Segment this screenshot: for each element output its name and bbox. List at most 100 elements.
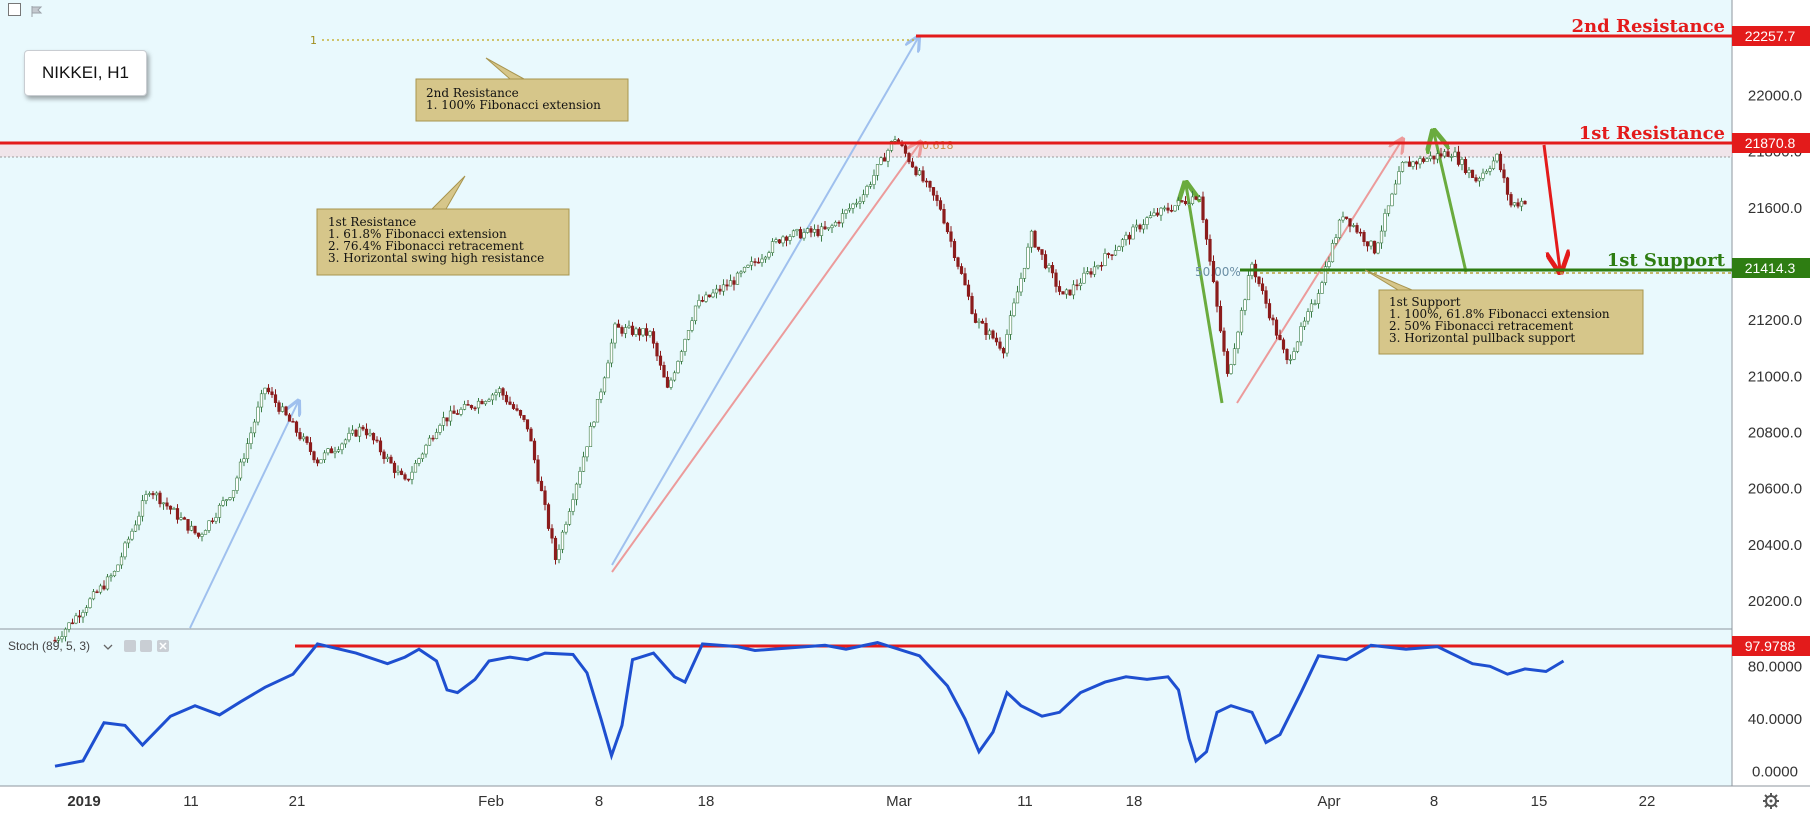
- candle-body: [550, 528, 554, 539]
- candle-body: [1092, 266, 1097, 275]
- projected-arrow-red: [1542, 144, 1560, 270]
- candle-body: [942, 209, 946, 224]
- candle-body: [623, 327, 628, 334]
- candle-body: [1113, 250, 1118, 256]
- candle-body: [802, 232, 806, 239]
- candle-body: [126, 538, 131, 544]
- candle-body: [1134, 224, 1139, 228]
- candle-body: [343, 439, 348, 445]
- stochastic-pane[interactable]: [54, 641, 1732, 768]
- candle-body: [266, 387, 271, 393]
- candle-body: [329, 448, 334, 454]
- candle-body: [312, 451, 316, 461]
- candle-body: [403, 474, 407, 480]
- candle-body: [1477, 177, 1482, 182]
- stoch-legend[interactable]: Stoch (89, 5, 3): [8, 639, 169, 653]
- candle-body: [242, 458, 246, 463]
- candle-body: [1355, 225, 1359, 233]
- price-tag-first-support: 21414.3: [1732, 258, 1810, 278]
- price-tick-label: 22000.0: [1748, 87, 1802, 104]
- candle-body: [536, 459, 540, 482]
- candle-body: [819, 226, 824, 236]
- candle-body: [1257, 276, 1261, 285]
- candle-body: [95, 591, 99, 594]
- candle-body: [1106, 253, 1111, 255]
- candle-body: [707, 294, 712, 298]
- candle-body: [77, 615, 82, 618]
- candle-body: [578, 471, 582, 485]
- candle-body: [301, 436, 306, 440]
- candle-body: [1176, 200, 1181, 207]
- candle-body: [1036, 246, 1041, 250]
- time-axis-panel[interactable]: [0, 786, 1732, 815]
- callout-first-support[interactable]: 1st Support 1. 100%, 61.8% Fibonacci ext…: [1364, 269, 1644, 355]
- candle-body: [742, 266, 747, 273]
- candle-body: [354, 429, 358, 437]
- candle-body: [154, 492, 159, 496]
- candle-body: [1225, 351, 1230, 374]
- candle-body: [753, 261, 757, 263]
- stoch-tick-label: 40.0000: [1748, 711, 1802, 728]
- gear-icon[interactable]: [140, 640, 152, 652]
- candle-body: [1502, 169, 1506, 179]
- chevron-down-icon[interactable]: [103, 644, 113, 650]
- candle-body: [1428, 155, 1433, 160]
- candle-body: [861, 194, 866, 202]
- collapse-pane-icon[interactable]: [8, 3, 21, 16]
- candle-body: [179, 517, 183, 520]
- candle-body: [1120, 239, 1125, 248]
- candle-body: [648, 331, 652, 336]
- candle-body: [1145, 217, 1149, 225]
- candle-body: [1495, 153, 1499, 162]
- candle-body: [368, 432, 372, 436]
- callout-line: 1. 100% Fibonacci extension: [426, 98, 601, 112]
- candle-body: [865, 185, 869, 196]
- candle-body: [781, 236, 785, 244]
- candle-body: [833, 221, 838, 227]
- candle-body: [1075, 284, 1079, 287]
- candle-body: [791, 230, 796, 237]
- candle-body: [1040, 249, 1044, 255]
- candle-body: [697, 299, 701, 307]
- price-axis-panel[interactable]: [1732, 0, 1810, 815]
- candle-body: [452, 410, 456, 414]
- candle-body: [634, 328, 638, 335]
- candle-body: [721, 284, 726, 292]
- candle-body: [1435, 153, 1440, 160]
- candle-body: [1418, 158, 1422, 165]
- candle-body: [147, 493, 152, 495]
- symbol-label[interactable]: NIKKEI, H1: [24, 50, 147, 96]
- candle-body: [483, 401, 488, 405]
- candle-body: [1232, 348, 1237, 365]
- candle-body: [74, 615, 78, 624]
- flag-icon[interactable]: [30, 3, 43, 17]
- candle-body: [1498, 153, 1503, 171]
- candle-body: [1281, 339, 1286, 350]
- candle-body: [375, 439, 379, 442]
- time-tick-label: 18: [1126, 793, 1143, 810]
- eye-icon[interactable]: [124, 640, 136, 652]
- time-tick-label: 18: [698, 793, 715, 810]
- candle-body: [574, 483, 579, 500]
- candle-body: [305, 436, 309, 443]
- callout-second-resistance[interactable]: 2nd Resistance 1. 100% Fibonacci extensi…: [415, 57, 629, 122]
- fib-one-label: 1: [310, 34, 317, 47]
- candle-body: [91, 591, 96, 600]
- price-tag-text: 21870.8: [1745, 135, 1796, 151]
- candle-body: [560, 531, 565, 550]
- settings-gear-icon[interactable]: [1763, 793, 1779, 809]
- time-tick-label: 11: [1017, 793, 1033, 810]
- candle-body: [711, 292, 715, 298]
- fib-arrow-blue-2: [611, 38, 918, 566]
- candle-body: [1089, 271, 1093, 275]
- first-support-title: 1st Support: [1607, 250, 1726, 271]
- candle-body: [1505, 177, 1510, 195]
- candle-body: [1012, 302, 1016, 317]
- candle-body: [1306, 311, 1310, 322]
- time-tick-label: 2019: [67, 793, 100, 810]
- candle-body: [714, 288, 719, 294]
- candle-body: [1460, 159, 1464, 165]
- callout-first-resistance[interactable]: 1st Resistance 1. 61.8% Fibonacci extens…: [316, 175, 570, 276]
- candle-body: [690, 320, 694, 331]
